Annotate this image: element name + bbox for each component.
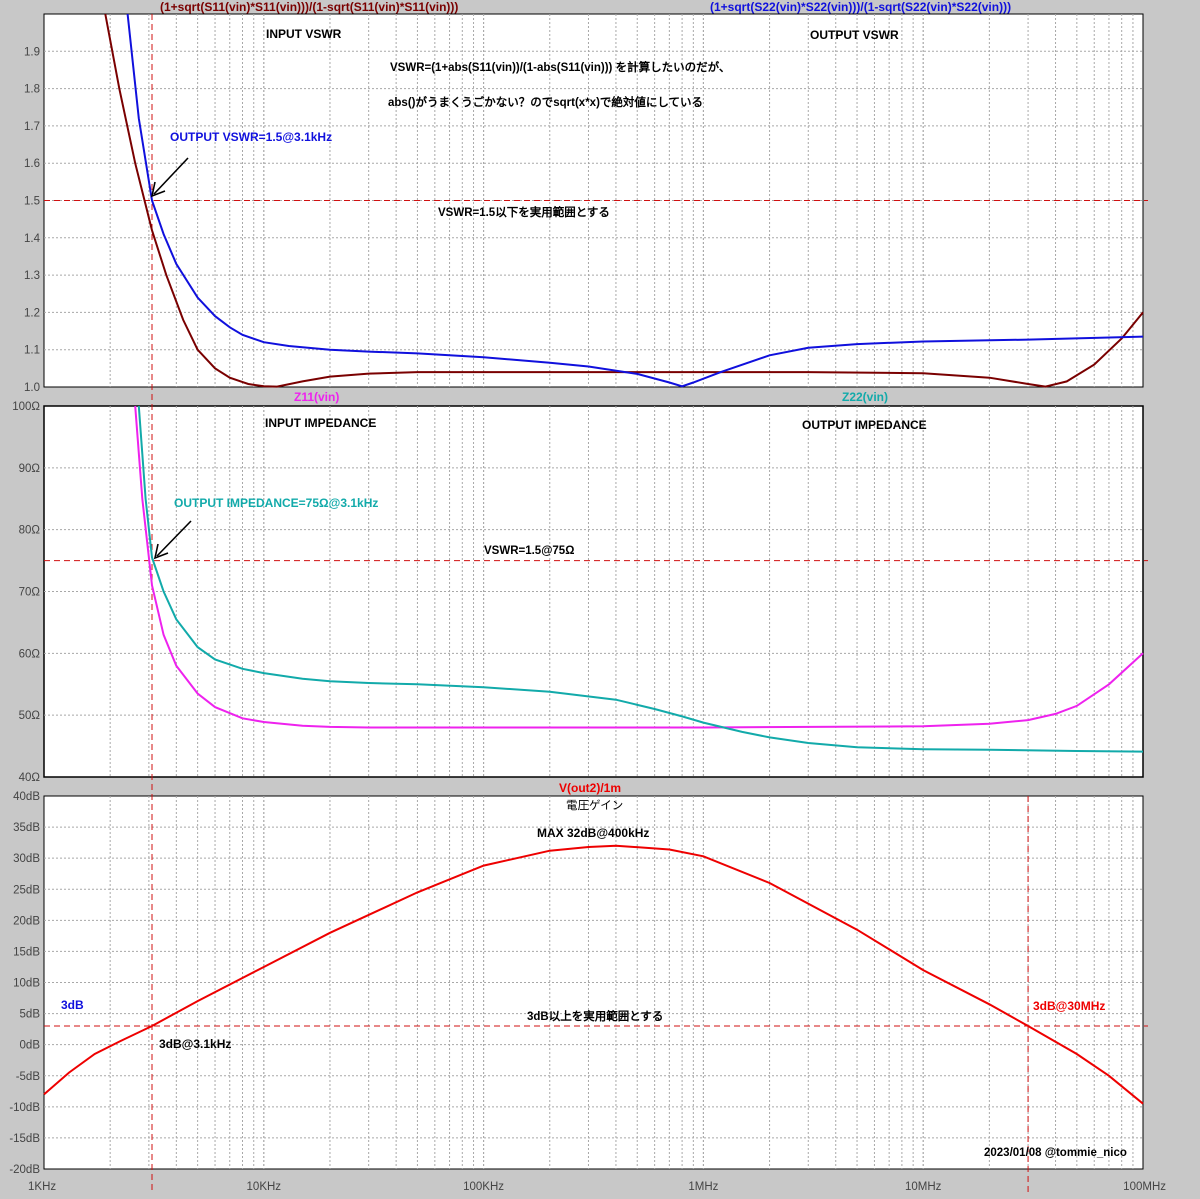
trace-label-input-vswr[interactable]: (1+sqrt(S11(vin)*S11(vin)))/(1-sqrt(S11(… xyxy=(160,0,458,14)
y-tick-label: 80Ω xyxy=(19,525,41,537)
y-tick-label: 30dB xyxy=(13,853,40,865)
y-tick-label: 1.6 xyxy=(24,158,40,170)
gain-marker-left-label: 3dB@3.1kHz xyxy=(159,1037,231,1051)
reference-lines xyxy=(44,14,1148,1194)
gain-range-label: 3dB以上を実用範囲とする xyxy=(527,1009,663,1023)
y-tick-label: 1.9 xyxy=(24,46,40,58)
input-vswr-title: INPUT VSWR xyxy=(266,27,342,41)
y-tick-label: 40dB xyxy=(13,791,40,803)
y-tick-label: 1.8 xyxy=(24,84,40,96)
vswr-note-1: VSWR=(1+abs(S11(vin))/(1-abs(S11(vin))) … xyxy=(390,60,730,74)
series-line xyxy=(134,405,1144,729)
y-tick-label: 1.3 xyxy=(24,270,40,282)
gain-marker-right-label: 3dB@30MHz xyxy=(1033,999,1105,1013)
y-tick-label: 10dB xyxy=(13,978,40,990)
x-tick-label: 1MHz xyxy=(688,1181,718,1193)
y-tick-label: 0dB xyxy=(20,1040,41,1052)
credit-label: 2023/01/08 @tommie_nico xyxy=(984,1147,1127,1159)
series-line xyxy=(104,13,1144,388)
y-tick-label: 60Ω xyxy=(19,648,41,660)
y-tick-label: 1.1 xyxy=(24,345,40,357)
x-tick-label: 1KHz xyxy=(28,1181,56,1193)
y-tick-label: 70Ω xyxy=(19,587,41,599)
gain-ref-left-label: 3dB xyxy=(61,998,84,1012)
y-tick-label: 5dB xyxy=(20,1009,41,1021)
y-tick-label: -10dB xyxy=(9,1102,40,1114)
x-tick-label: 100MHz xyxy=(1123,1181,1166,1193)
vswr-note-2: abs()がうまくうごかない？のでsqrt(x*x)で絶対値にしている xyxy=(388,95,703,109)
output-vswr-title: OUTPUT VSWR xyxy=(810,28,899,42)
series-line xyxy=(126,13,1144,388)
trace-label-output-vswr[interactable]: (1+sqrt(S22(vin)*S22(vin)))/(1-sqrt(S22(… xyxy=(710,0,1011,14)
series-line xyxy=(137,405,1144,753)
y-tick-label: 1.0 xyxy=(24,382,40,394)
y-tick-label: 15dB xyxy=(13,946,40,958)
y-tick-label: 50Ω xyxy=(19,710,41,722)
output-impedance-marker-label: OUTPUT IMPEDANCE=75Ω@3.1kHz xyxy=(174,496,378,510)
y-tick-label: 1.7 xyxy=(24,121,40,133)
gain-max-label: MAX 32dB@400kHz xyxy=(537,826,649,840)
y-tick-label: 90Ω xyxy=(19,463,41,475)
vswr-arrow-icon xyxy=(150,157,189,198)
output-vswr-marker-label: OUTPUT VSWR=1.5@3.1kHz xyxy=(170,130,332,144)
y-tick-label: 20dB xyxy=(13,915,40,927)
trace-label-gain[interactable]: V(out2)/1m xyxy=(559,781,621,795)
y-tick-label: -20dB xyxy=(9,1164,40,1176)
y-tick-label: 100Ω xyxy=(12,401,40,413)
impedance-arrow-icon xyxy=(153,520,192,560)
output-impedance-title: OUTPUT IMPEDANCE xyxy=(802,418,927,432)
series-layer xyxy=(43,13,1144,1105)
x-tick-label: 100KHz xyxy=(463,1181,504,1193)
trace-label-z11[interactable]: Z11(vin) xyxy=(294,390,339,404)
impedance-ref-label: VSWR=1.5@75Ω xyxy=(484,545,574,557)
y-tick-label: 40Ω xyxy=(19,772,41,784)
trace-label-z22[interactable]: Z22(vin) xyxy=(842,390,888,404)
grid-layer xyxy=(44,14,1143,1169)
series-line xyxy=(43,844,1144,1105)
tick-labels: 1.0 1.1 1.2 1.3 1.4 1.5 1.6 1.7 1.8 1.9 40Ω 50Ω 60Ω 7… xyxy=(9,46,1166,1193)
y-tick-label: 1.4 xyxy=(24,233,41,245)
y-tick-label: 1.2 xyxy=(24,307,40,319)
gain-title: 電圧ゲイン xyxy=(566,799,623,812)
y-tick-label: -5dB xyxy=(16,1071,41,1083)
input-impedance-title: INPUT IMPEDANCE xyxy=(265,416,376,430)
vswr-range-label: VSWR=1.5以下を実用範囲とする xyxy=(438,205,610,219)
x-tick-label: 10MHz xyxy=(905,1181,942,1193)
y-tick-label: 25dB xyxy=(13,884,40,896)
y-tick-label: 35dB xyxy=(13,822,40,834)
x-tick-label: 10KHz xyxy=(247,1181,282,1193)
y-tick-label: -15dB xyxy=(9,1133,40,1145)
y-tick-label: 1.5 xyxy=(24,196,40,208)
